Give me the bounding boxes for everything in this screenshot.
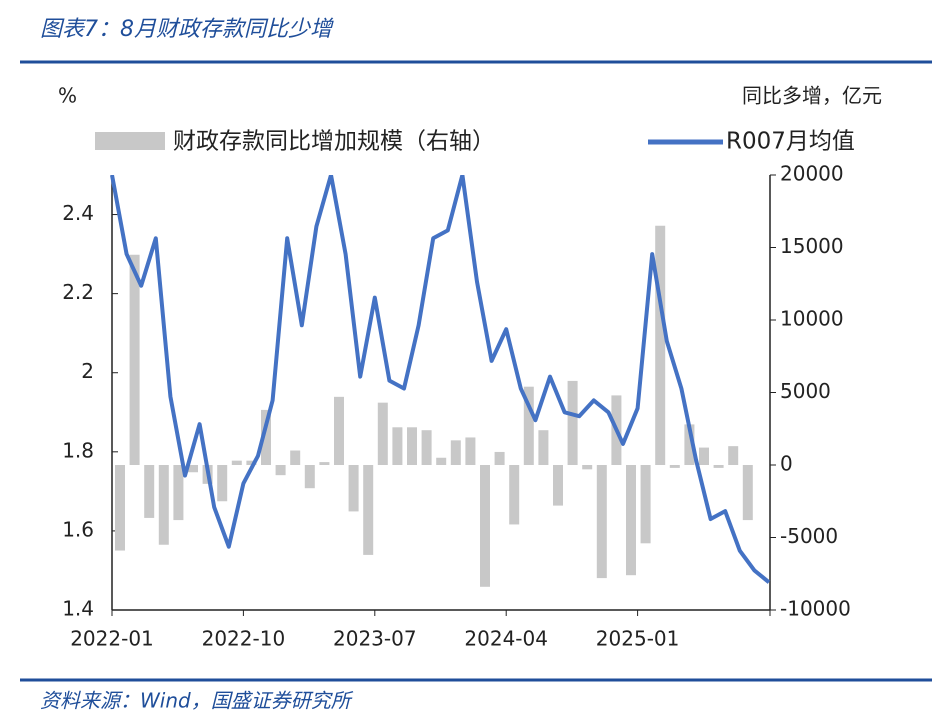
bar (363, 465, 374, 555)
y2-tick-label: 0 (780, 452, 793, 476)
bar (480, 465, 490, 587)
bar (275, 465, 286, 476)
bar (582, 465, 593, 470)
y-tick-label: 2.2 (62, 280, 94, 304)
bar (728, 446, 739, 465)
y-tick-label: 2.4 (62, 201, 94, 225)
bar (319, 462, 330, 465)
bar (115, 465, 125, 551)
y2-tick-label: 5000 (780, 379, 831, 403)
bar (217, 465, 228, 502)
line (110, 175, 771, 584)
bar (465, 437, 476, 465)
y2-tick-label: -5000 (780, 524, 838, 548)
bar (509, 465, 520, 525)
bar (392, 427, 403, 465)
bar (421, 430, 432, 465)
bar (494, 451, 505, 465)
x-tick-label: 2022-01 (70, 627, 154, 651)
legend-label: R007月均值 (726, 129, 855, 155)
source: 资料来源：Wind，国盛证券研究所 (40, 689, 354, 713)
y2-tick-label: 10000 (780, 307, 844, 331)
bar (304, 465, 315, 489)
x-tick-label: 2022-10 (202, 627, 286, 651)
bar (450, 440, 461, 465)
bar (231, 460, 242, 465)
bar (553, 465, 563, 506)
y2-tick-label: 15000 (780, 234, 844, 258)
bar (655, 225, 666, 465)
bar (173, 465, 184, 521)
y-tick-label: 1.6 (62, 517, 94, 541)
bar (290, 450, 301, 465)
bar (626, 465, 636, 576)
bar (158, 465, 169, 545)
bar (596, 465, 607, 579)
x-tick-label: 2024-04 (464, 627, 548, 651)
legend-label: 财政存款同比增加规模（右轴） (173, 129, 495, 155)
bar (699, 447, 709, 465)
y2-tick-label: -10000 (780, 597, 851, 621)
bar (377, 402, 388, 465)
bar (144, 465, 155, 518)
bar (567, 380, 578, 465)
y-tick-label: 2 (81, 359, 94, 383)
y2-tick-label: 20000 (780, 162, 844, 186)
bar (129, 254, 140, 465)
y-axis-label: % (58, 84, 77, 108)
bar (188, 465, 198, 473)
chart-title: 图表7：8月财政存款同比少增 (40, 17, 334, 42)
bar (742, 465, 753, 521)
bar (523, 386, 534, 465)
bar (407, 427, 417, 465)
bar (261, 409, 271, 465)
x-tick-label: 2025-01 (596, 627, 680, 651)
y-tick-label: 1.4 (62, 597, 94, 621)
x-tick-label: 2023-07 (333, 627, 417, 651)
bar (348, 465, 359, 512)
bar (538, 430, 549, 465)
bar (246, 460, 257, 465)
bar (436, 457, 447, 465)
bar (640, 465, 651, 544)
bar (334, 396, 344, 465)
bar (713, 465, 724, 468)
bar (669, 465, 680, 468)
y-tick-label: 1.8 (62, 438, 94, 462)
legend-swatch (95, 132, 165, 150)
bar (684, 424, 695, 465)
y2-axis-label: 同比多增，亿元 (742, 84, 882, 108)
